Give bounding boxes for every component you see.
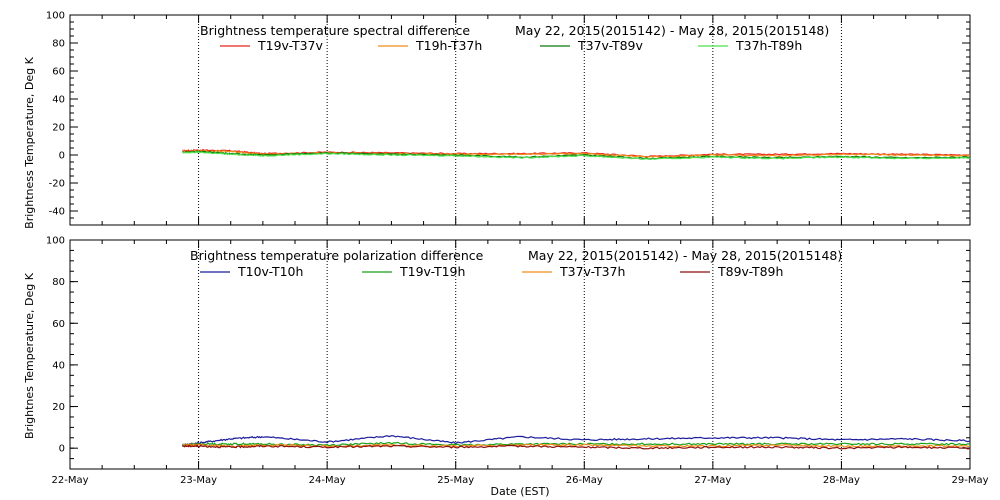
series-lines: [182, 148, 971, 161]
series-line-t19h-t37h: [182, 149, 971, 159]
x-tick-label: 25-May: [437, 475, 474, 486]
legend-label: T19v-T37v: [257, 38, 324, 53]
x-tick-label: 26-May: [566, 475, 603, 486]
y-axis-title: Brightnes Temperature, Deg K: [23, 272, 36, 439]
legend-label: T89v-T89h: [717, 264, 783, 279]
series-lines: [181, 435, 971, 450]
x-tick-label: 28-May: [823, 475, 860, 486]
y-tick-label: 40: [52, 95, 65, 106]
legend-label: T10v-T10h: [237, 264, 303, 279]
series-line-t37h-t89h: [182, 151, 971, 161]
vertical-gridlines: [198, 15, 842, 225]
series-line-t10v-t10h: [181, 435, 971, 447]
chart-date-range: May 22, 2015(2015142) - May 28, 2015(201…: [515, 23, 829, 38]
chart-date-range: May 22, 2015(2015142) - May 28, 2015(201…: [528, 248, 842, 263]
series-line-t89v-t89h: [181, 444, 971, 450]
y-axis-title: Brightness Temperature, Deg K: [23, 56, 36, 228]
legend: T10v-T10h T19v-T19h T37v-T37h T89v-T89h: [200, 264, 783, 279]
spectral-difference-panel: -40 -20 0 20 40 60 80 100 Brightness temperatur…: [23, 11, 971, 229]
series-line-t19v-t19h: [182, 441, 971, 447]
x-tick-label: 23-May: [180, 475, 217, 486]
y-tick-label: 20: [52, 123, 65, 134]
vertical-gridlines: [198, 240, 842, 469]
polarization-difference-panel: 0 20 40 60 80 100 22-May 23-May 24-May 25-May 26-…: [23, 236, 989, 499]
y-tick-label: 0: [59, 151, 65, 162]
y-tick-label: 100: [46, 236, 65, 247]
chart-title: Brightness temperature polarization diff…: [190, 248, 484, 263]
x-axis-title: Date (EST): [490, 485, 549, 498]
y-tick-label: -40: [49, 207, 65, 218]
x-ticks: 22-May 23-May 24-May 25-May 26-May 27-May 28-M…: [51, 240, 989, 486]
legend-label: T19v-T19h: [399, 264, 465, 279]
y-tick-label: 60: [52, 67, 65, 78]
x-tick-label: 22-May: [51, 475, 88, 486]
y-tick-label: 80: [52, 39, 65, 50]
chart-title: Brightness temperature spectral differen…: [200, 23, 470, 38]
y-tick-label: 0: [59, 444, 65, 455]
x-ticks: [69, 15, 971, 225]
legend: T19v-T37v T19h-T37h T37v-T89v T37h-T89h: [220, 38, 802, 53]
x-tick-label: 27-May: [694, 475, 731, 486]
y-tick-label: 80: [52, 277, 65, 288]
y-ticks: 0 20 40 60 80 100: [46, 236, 970, 470]
y-tick-label: 40: [52, 360, 65, 371]
legend-label: T37v-T37h: [559, 264, 625, 279]
legend-label: T19h-T37h: [415, 38, 482, 53]
y-tick-label: 100: [46, 11, 65, 22]
y-tick-label: 60: [52, 319, 65, 330]
legend-label: T37h-T89h: [735, 38, 802, 53]
x-tick-label: 29-May: [951, 475, 988, 486]
x-tick-label: 24-May: [309, 475, 346, 486]
y-tick-label: 20: [52, 402, 65, 413]
legend-label: T37v-T89v: [577, 38, 644, 53]
y-tick-label: -20: [49, 179, 65, 190]
